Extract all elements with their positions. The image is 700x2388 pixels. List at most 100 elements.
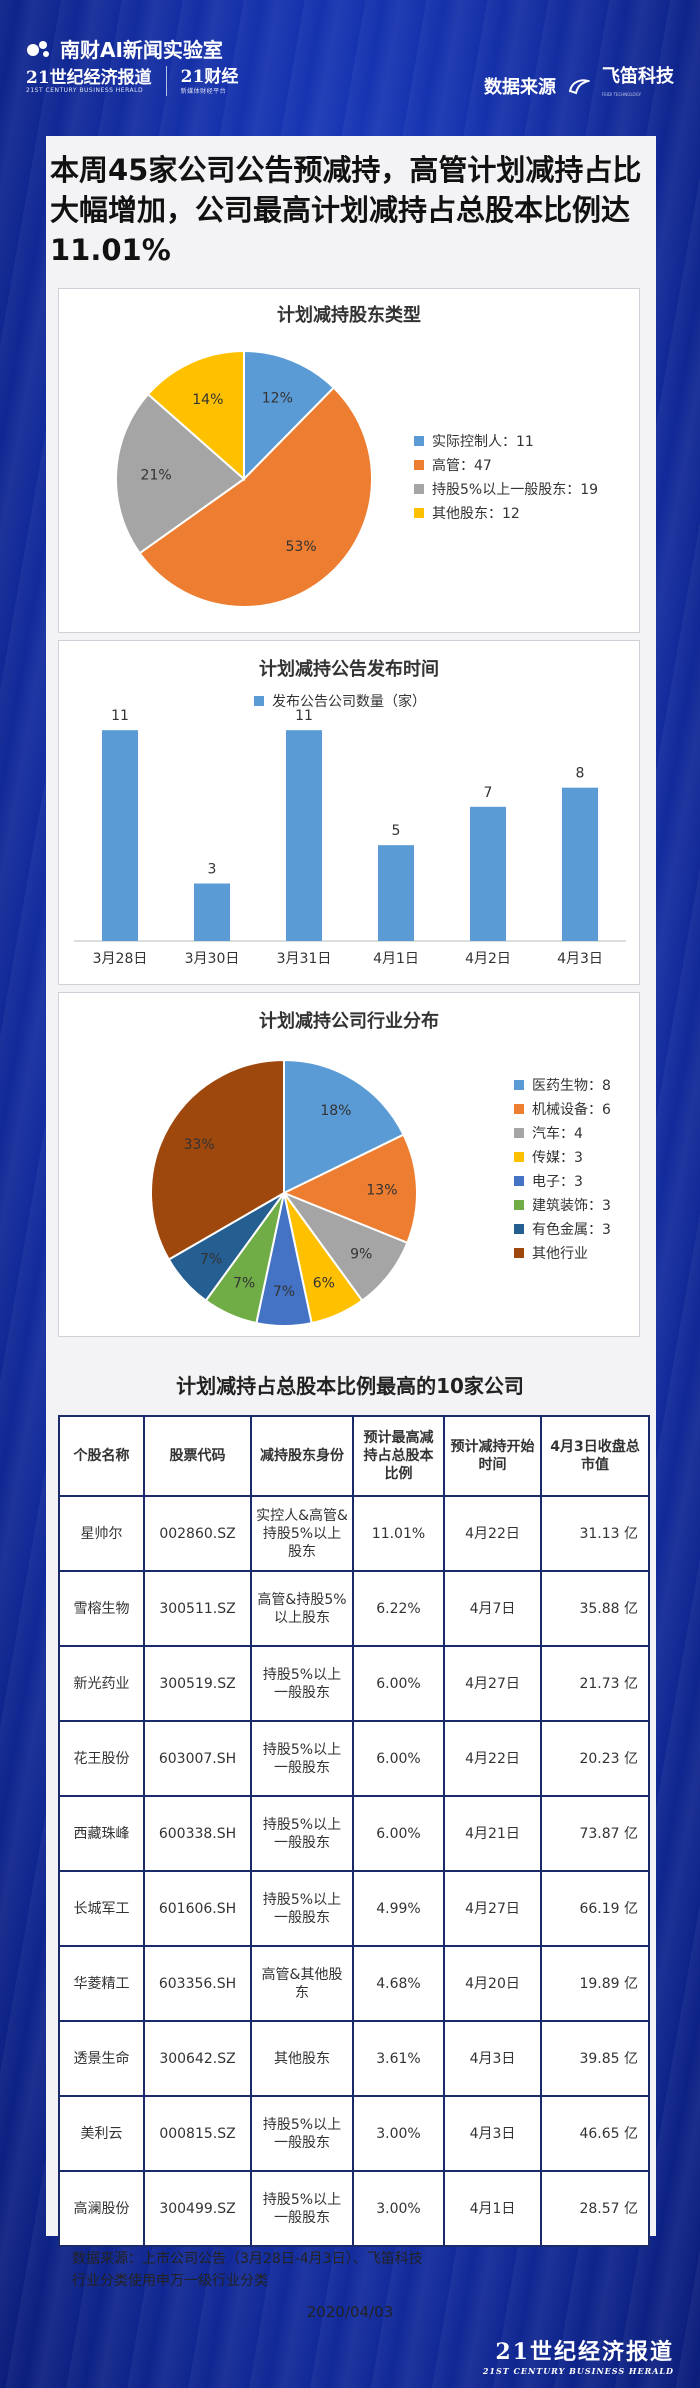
table-cell: 4月7日 xyxy=(443,1570,542,1647)
pie-slice xyxy=(150,1058,285,1261)
table-row: 美利云 000815.SZ 持股5%以上一般股东 3.00% 4月3日 46.65 亿 xyxy=(58,2095,650,2172)
legend-item: 传媒：3 xyxy=(514,1145,611,1169)
table-cell: 持股5%以上一般股东 xyxy=(250,1720,354,1797)
x-tick-label: 4月2日 xyxy=(465,951,511,967)
pie-pct-label: 7% xyxy=(233,1276,255,1292)
table-cell: 4.68% xyxy=(352,1945,445,2022)
pie-pct-label: 13% xyxy=(366,1183,397,1199)
bar-value-label: 8 xyxy=(576,766,585,782)
legend-label: 汽车：4 xyxy=(532,1126,583,1142)
table-cell: 持股5%以上一般股东 xyxy=(250,1870,354,1947)
legend-swatch xyxy=(514,1200,524,1210)
table-body: 星帅尔 002860.SZ 实控人&高管&持股5%以上股东 11.01% 4月22日 31… xyxy=(58,1495,650,2247)
top10-table: 个股名称 股票代码 减持股东身份 预计最高减持占总股本比例 预计减持开始时间 4月3日收盘… xyxy=(58,1415,650,2247)
table-cell: 4.99% xyxy=(352,1870,445,1947)
footer-notes: 数据来源：上市公司公告（3月28日-4月3日）、飞笛科技 行业分类使用申万一级行… xyxy=(72,2248,423,2292)
table-cell: 4月20日 xyxy=(443,1945,542,2022)
table-cell: 601606.SH xyxy=(143,1870,252,1947)
table-cell: 雪榕生物 xyxy=(58,1570,145,1647)
brand-divider xyxy=(165,66,167,96)
announce-time-bars: 11 3月28日 3 3月30日 11 3月31日 5 4月1日 7 4月2日 8 4月3日 xyxy=(74,708,626,967)
legend-label: 机械设备：6 xyxy=(532,1102,611,1118)
table-title: 计划减持占总股本比例最高的10家公司 xyxy=(176,1374,524,1398)
bar xyxy=(194,883,230,941)
legend-item: 电子：3 xyxy=(514,1169,611,1193)
table-cell: 高管&持股5%以上股东 xyxy=(250,1570,354,1647)
table-header-row: 个股名称 股票代码 减持股东身份 预计最高减持占总股本比例 预计减持开始时间 4月3日收盘… xyxy=(58,1415,650,1497)
table-row: 高澜股份 300499.SZ 持股5%以上一般股东 3.00% 4月1日 28.57 亿 xyxy=(58,2170,650,2247)
table-cell: 持股5%以上一般股东 xyxy=(250,1645,354,1722)
table-cell: 花王股份 xyxy=(58,1720,145,1797)
industry-title: 计划减持公司行业分布 xyxy=(259,1011,439,1032)
legend-swatch xyxy=(414,460,424,470)
table-cell: 星帅尔 xyxy=(58,1495,145,1572)
legend-swatch xyxy=(514,1224,524,1234)
legend-swatch xyxy=(514,1248,524,1258)
brand-main-label: 21世纪经济报道 xyxy=(26,67,152,88)
table-row: 华菱精工 603356.SH 高管&其他股东 4.68% 4月20日 19.89 亿 xyxy=(58,1945,650,2022)
legend-label: 电子：3 xyxy=(532,1174,583,1190)
industry-legend: 医药生物：8 机械设备：6 汽车：4 传媒：3 电子：3 建筑装饰：3 有色金属：3 其他行业 xyxy=(514,1073,611,1265)
pie-slice xyxy=(283,1058,405,1195)
table-cell: 华菱精工 xyxy=(58,1945,145,2022)
legend-item: 有色金属：3 xyxy=(514,1217,611,1241)
pie-pct-label: 53% xyxy=(286,539,317,555)
table-row: 长城军工 601606.SH 持股5%以上一般股东 4.99% 4月27日 66.19 亿 xyxy=(58,1870,650,1947)
legend-swatch xyxy=(514,1104,524,1114)
brand-row: 21世纪经济报道 21ST CENTURY BUSINESS HERALD 21… xyxy=(26,66,238,96)
legend-swatch xyxy=(514,1176,524,1186)
holder-type-title: 计划减持股东类型 xyxy=(277,305,421,326)
announce-time-panel: 计划减持公告发布时间 发布公告公司数量（家） 11 3月28日 3 3月30日 11 3月… xyxy=(58,640,640,985)
table-cell: 4月1日 xyxy=(443,2170,542,2247)
table-cell: 35.88 亿 xyxy=(540,1570,650,1647)
pie-pct-label: 33% xyxy=(184,1137,215,1153)
x-tick-label: 3月28日 xyxy=(93,951,148,967)
table-cell: 66.19 亿 xyxy=(540,1870,650,1947)
legend-item: 机械设备：6 xyxy=(514,1097,611,1121)
table-cell: 西藏珠峰 xyxy=(58,1795,145,1872)
table-cell: 46.65 亿 xyxy=(540,2095,650,2172)
table-header-cell: 4月3日收盘总市值 xyxy=(540,1415,650,1497)
headline: 本周45家公司公告预减持，高管计划减持占比大幅增加，公司最高计划减持占总股本比例… xyxy=(50,153,642,267)
table-cell: 11.01% xyxy=(352,1495,445,1572)
source-name-block: 飞笛科技 FEIDI TECHNOLOGY xyxy=(602,68,674,104)
feidi-logo-icon xyxy=(568,79,590,95)
table-cell: 4月3日 xyxy=(443,2020,542,2097)
footer-date: 2020/04/03 xyxy=(306,2303,394,2321)
table-cell: 19.89 亿 xyxy=(540,1945,650,2022)
pie-slice xyxy=(115,392,246,555)
table-cell: 300519.SZ xyxy=(143,1645,252,1722)
bar xyxy=(378,845,414,941)
table-cell: 300642.SZ xyxy=(143,2020,252,2097)
bar-value-label: 11 xyxy=(111,708,129,724)
source-label: 数据来源 xyxy=(484,77,556,98)
bar-value-label: 7 xyxy=(484,785,493,801)
brand-bottom: 21世纪经济报道 21ST CENTURY BUSINESS HERALD xyxy=(483,2334,674,2376)
legend-swatch xyxy=(514,1080,524,1090)
table-cell: 透景生命 xyxy=(58,2020,145,2097)
table-header-cell: 预计最高减持占总股本比例 xyxy=(352,1415,445,1497)
table-cell: 73.87 亿 xyxy=(540,1795,650,1872)
bar xyxy=(562,787,598,941)
table-cell: 603356.SH xyxy=(143,1945,252,2022)
legend-item: 实际控制人：11 xyxy=(414,429,598,453)
pie-slice xyxy=(243,349,336,482)
legend-item: 高管：47 xyxy=(414,453,598,477)
legend-label: 发布公告公司数量（家） xyxy=(272,694,426,710)
table-cell: 4月22日 xyxy=(443,1495,542,1572)
table-row: 星帅尔 002860.SZ 实控人&高管&持股5%以上股东 11.01% 4月22日 31… xyxy=(58,1495,650,1572)
table-cell: 美利云 xyxy=(58,2095,145,2172)
table-cell: 6.22% xyxy=(352,1570,445,1647)
table-cell: 3.00% xyxy=(352,2170,445,2247)
bar xyxy=(102,730,138,941)
bar xyxy=(286,730,322,941)
legend-item: 建筑装饰：3 xyxy=(514,1193,611,1217)
legend-swatch xyxy=(514,1152,524,1162)
brand-top-label: 南财AI新闻实验室 xyxy=(60,38,223,62)
x-tick-label: 4月3日 xyxy=(557,951,603,967)
table-cell: 000815.SZ xyxy=(143,2095,252,2172)
legend-swatch xyxy=(414,508,424,518)
table-cell: 300499.SZ xyxy=(143,2170,252,2247)
x-tick-label: 4月1日 xyxy=(373,951,419,967)
holder-type-panel: 计划减持股东类型 12% 53% 21% 14% 实际控制人：11 高管：47 持股5%以… xyxy=(58,288,640,633)
